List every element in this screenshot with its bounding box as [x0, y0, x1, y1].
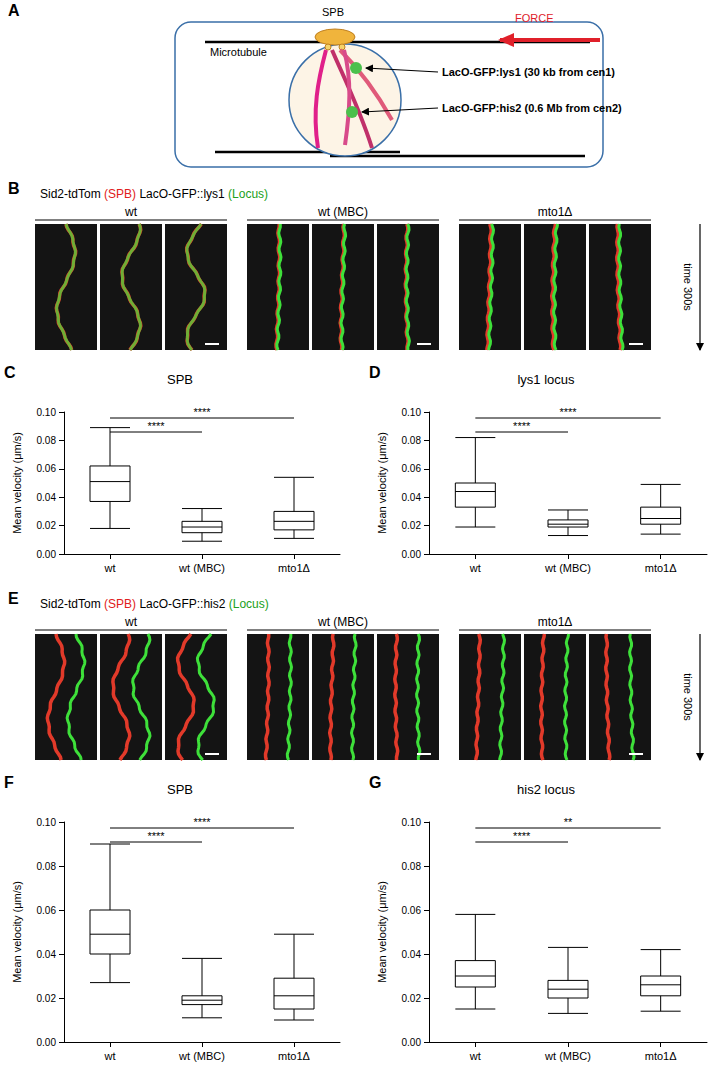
svg-text:Mean velocity (μm/s): Mean velocity (μm/s)	[376, 881, 388, 983]
svg-text:Sid2-tdTom (SPB) LacO-GFP::his: Sid2-tdTom (SPB) LacO-GFP::his2 (Locus)	[40, 597, 269, 611]
svg-text:wt (MBC): wt (MBC)	[317, 615, 368, 629]
svg-text:Mean velocity (μm/s): Mean velocity (μm/s)	[11, 881, 23, 983]
svg-text:G: G	[369, 774, 381, 791]
svg-text:****: ****	[193, 816, 211, 828]
svg-text:0.04: 0.04	[402, 492, 422, 503]
svg-text:wt: wt	[124, 615, 138, 629]
svg-text:wt: wt	[469, 1050, 481, 1062]
svg-text:****: ****	[147, 420, 165, 432]
svg-text:Microtubule: Microtubule	[210, 46, 267, 58]
svg-text:0.02: 0.02	[37, 993, 57, 1004]
svg-text:wt (MBC): wt (MBC)	[544, 562, 591, 574]
svg-text:mto1Δ: mto1Δ	[645, 1050, 677, 1062]
svg-text:mto1Δ: mto1Δ	[538, 615, 573, 629]
svg-text:****: ****	[513, 830, 531, 842]
svg-text:wt (MBC): wt (MBC)	[178, 1050, 225, 1062]
svg-text:0.00: 0.00	[37, 549, 57, 560]
svg-text:0.02: 0.02	[402, 993, 422, 1004]
svg-text:time 300s: time 300s	[682, 263, 694, 311]
svg-text:0.08: 0.08	[37, 861, 57, 872]
svg-text:wt (MBC): wt (MBC)	[178, 562, 225, 574]
svg-text:0.04: 0.04	[402, 949, 422, 960]
svg-text:E: E	[8, 590, 19, 607]
svg-text:0.06: 0.06	[402, 905, 422, 916]
svg-text:wt: wt	[469, 562, 481, 574]
svg-text:0.04: 0.04	[37, 949, 57, 960]
svg-text:Mean velocity (μm/s): Mean velocity (μm/s)	[376, 432, 388, 534]
svg-text:wt: wt	[124, 205, 138, 219]
svg-text:0.10: 0.10	[402, 407, 422, 418]
svg-text:SPB: SPB	[167, 782, 193, 797]
svg-text:****: ****	[193, 406, 211, 418]
svg-text:his2 locus: his2 locus	[517, 782, 575, 797]
svg-text:time 300s: time 300s	[682, 673, 694, 721]
svg-text:SPB: SPB	[322, 6, 344, 18]
svg-text:0.06: 0.06	[37, 905, 57, 916]
svg-text:0.06: 0.06	[37, 463, 57, 474]
svg-text:0.10: 0.10	[402, 817, 422, 828]
svg-text:0.10: 0.10	[37, 407, 57, 418]
svg-text:F: F	[4, 774, 14, 791]
svg-text:0.02: 0.02	[402, 520, 422, 531]
svg-text:mto1Δ: mto1Δ	[645, 562, 677, 574]
svg-text:Sid2-tdTom (SPB) LacO-GFP::lys: Sid2-tdTom (SPB) LacO-GFP::lys1 (Locus)	[40, 187, 268, 201]
svg-text:lys1 locus: lys1 locus	[517, 372, 575, 387]
svg-text:0.08: 0.08	[402, 435, 422, 446]
svg-text:wt: wt	[104, 1050, 116, 1062]
svg-text:****: ****	[147, 830, 165, 842]
svg-text:0.04: 0.04	[37, 492, 57, 503]
svg-text:D: D	[369, 364, 381, 381]
svg-text:SPB: SPB	[167, 372, 193, 387]
svg-text:Mean velocity (μm/s): Mean velocity (μm/s)	[11, 432, 23, 534]
svg-text:****: ****	[513, 420, 531, 432]
svg-text:mto1Δ: mto1Δ	[538, 205, 573, 219]
svg-text:0.00: 0.00	[402, 1037, 422, 1048]
svg-text:wt (MBC): wt (MBC)	[317, 205, 368, 219]
svg-text:FORCE: FORCE	[515, 12, 554, 24]
svg-text:B: B	[8, 180, 20, 197]
svg-text:LacO-GFP:lys1 (30 kb from cen1: LacO-GFP:lys1 (30 kb from cen1)	[442, 66, 615, 78]
svg-text:0.10: 0.10	[37, 817, 57, 828]
svg-text:0.00: 0.00	[402, 549, 422, 560]
svg-text:0.02: 0.02	[37, 520, 57, 531]
svg-text:A: A	[8, 2, 20, 19]
svg-text:0.00: 0.00	[37, 1037, 57, 1048]
svg-text:C: C	[4, 364, 16, 381]
svg-text:****: ****	[559, 406, 577, 418]
svg-text:mto1Δ: mto1Δ	[278, 1050, 310, 1062]
svg-text:0.06: 0.06	[402, 463, 422, 474]
svg-text:0.08: 0.08	[402, 861, 422, 872]
svg-text:LacO-GFP:his2 (0.6 Mb from cen: LacO-GFP:his2 (0.6 Mb from cen2)	[442, 102, 622, 114]
svg-text:mto1Δ: mto1Δ	[278, 562, 310, 574]
svg-text:**: **	[564, 816, 573, 828]
svg-text:wt: wt	[104, 562, 116, 574]
svg-text:0.08: 0.08	[37, 435, 57, 446]
svg-text:wt (MBC): wt (MBC)	[544, 1050, 591, 1062]
